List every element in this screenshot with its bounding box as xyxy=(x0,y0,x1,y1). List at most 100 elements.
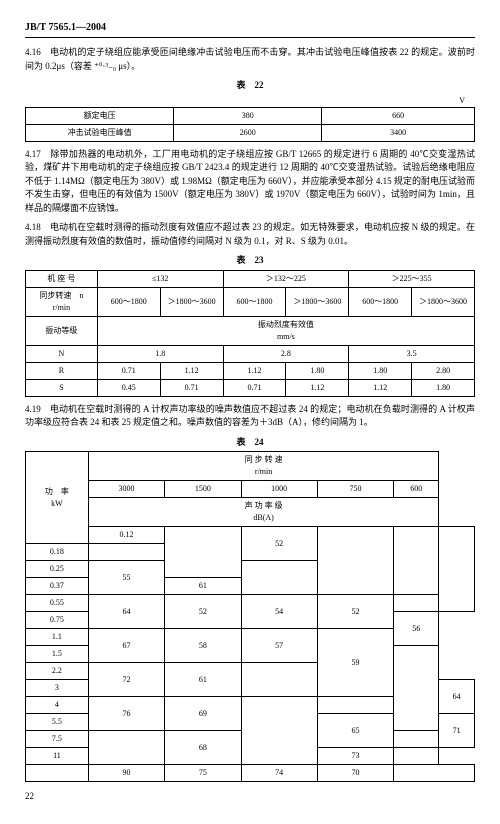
t24-cell: 68 xyxy=(165,731,241,765)
table-22: 额定电压 380 660 冲击试验电压峰值 2600 3400 xyxy=(25,107,475,142)
para-4-18: 4.18 电动机在空载时测得的振动烈度有效值应不超过表 23 的规定。如无特殊要… xyxy=(25,221,475,248)
table-22-unit: V xyxy=(25,95,475,107)
t23-cell: 1.80 xyxy=(349,362,412,379)
t23-h: ＞132～225 xyxy=(223,270,349,287)
t24-cell: 56 xyxy=(394,612,439,646)
t24-cell: 52 xyxy=(241,527,317,561)
t24-cell: 67 xyxy=(88,629,164,663)
t24-cell: 61 xyxy=(165,663,241,697)
t23-R: R xyxy=(26,362,98,379)
t24-cell xyxy=(88,731,164,765)
t24-cell: 59 xyxy=(317,629,393,697)
t24-cell: 64 xyxy=(439,680,475,714)
t23-cell: 1.80 xyxy=(412,379,475,396)
t24-cell: 72 xyxy=(88,663,164,697)
t24-cell: 70 xyxy=(317,765,393,782)
t23-cell: 3.5 xyxy=(349,345,475,362)
t24-cell: 74 xyxy=(241,765,317,782)
t24-cell: 57 xyxy=(241,629,317,663)
t24-cell: 61 xyxy=(165,578,241,595)
t23-h: ≤132 xyxy=(97,270,223,287)
table-23-title: 表 23 xyxy=(25,254,475,268)
t24-cell: 75 xyxy=(165,765,241,782)
t24-row: 0.75 xyxy=(26,612,89,629)
t24-cell: 90 xyxy=(88,765,164,782)
t23-cell: 1.12 xyxy=(160,362,223,379)
t22-cell: 3400 xyxy=(322,124,475,141)
para-4-16: 4.16 电动机的定子绕组应能承受匝间绝缘冲击试验电压而不击穿。其冲击试验电压峰… xyxy=(25,46,475,73)
t24-cell: 65 xyxy=(317,714,393,748)
table-24-extra: 90 75 74 70 xyxy=(25,764,475,782)
t24-cell: 52 xyxy=(165,595,241,629)
t22-h-peak: 冲击试验电压峰值 xyxy=(26,124,174,141)
t24-c: 600 xyxy=(394,481,439,498)
t24-row: 0.37 xyxy=(26,578,89,595)
t22-cell: 2600 xyxy=(174,124,322,141)
t24-cell: 64 xyxy=(88,595,164,629)
table-24-title: 表 24 xyxy=(25,436,475,450)
page-number: 22 xyxy=(25,790,475,804)
t24-row: 7.5 xyxy=(26,731,89,748)
standard-code: JB/T 7565.1—2004 xyxy=(25,22,106,33)
t24-cell xyxy=(241,697,317,765)
t23-cell: ＞1800～3600 xyxy=(286,287,349,316)
t23-h: ＞225～355 xyxy=(349,270,475,287)
t23-cell: 600～1800 xyxy=(349,287,412,316)
t23-cell: 1.80 xyxy=(286,362,349,379)
t23-cell: 600～1800 xyxy=(223,287,286,316)
t24-row: 3 xyxy=(26,680,89,697)
t24-cell xyxy=(241,663,317,697)
t24-cell xyxy=(394,646,439,731)
t23-h-speed: 同步转速 nr/min xyxy=(26,287,98,316)
t24-cell xyxy=(394,765,475,782)
t23-cell: ＞1800～3600 xyxy=(160,287,223,316)
t23-cell: 1.8 xyxy=(97,345,223,362)
table-23: 机 座 号 ≤132 ＞132～225 ＞225～355 同步转速 nr/min… xyxy=(25,270,475,397)
t23-S: S xyxy=(26,379,98,396)
table-24: 功 率kW 同 步 转 速r/min 3000 1500 1000 750 60… xyxy=(25,451,475,765)
t22-cell: 380 xyxy=(174,107,322,124)
t24-cell: 73 xyxy=(317,748,393,765)
t23-h-grade: 振动等级 xyxy=(26,316,98,345)
t24-row: 4 xyxy=(26,697,89,714)
t24-row: 0.25 xyxy=(26,561,89,578)
t24-h-power: 功 率kW xyxy=(26,452,89,544)
t24-cell xyxy=(394,748,439,765)
t23-cell: ＞1800～3600 xyxy=(412,287,475,316)
t22-cell: 660 xyxy=(322,107,475,124)
t23-h-frame: 机 座 号 xyxy=(26,270,98,287)
t24-row: 1.5 xyxy=(26,646,89,663)
t24-row: 2.2 xyxy=(26,663,89,680)
t24-row: 0.12 xyxy=(88,527,164,544)
t23-cell: 1.12 xyxy=(286,379,349,396)
t24-cell: 52 xyxy=(317,595,393,629)
t24-row: 0.18 xyxy=(26,544,89,561)
header-rule: JB/T 7565.1—2004 xyxy=(25,20,475,38)
t24-cell: 55 xyxy=(88,561,164,595)
t24-cell xyxy=(317,527,393,595)
t24-c: 1500 xyxy=(165,481,241,498)
t24-c: 750 xyxy=(317,481,393,498)
t24-row xyxy=(26,765,89,782)
t23-cell: 1.12 xyxy=(223,362,286,379)
t24-cell xyxy=(394,527,439,595)
table-22-title: 表 22 xyxy=(25,79,475,93)
t23-cell: 0.45 xyxy=(97,379,160,396)
t23-cell: 1.12 xyxy=(349,379,412,396)
t24-cell: 71 xyxy=(439,714,475,748)
t23-cell: 600～1800 xyxy=(97,287,160,316)
t24-row: 11 xyxy=(26,748,89,765)
t23-cell: 2.8 xyxy=(223,345,349,362)
t23-cell: 0.71 xyxy=(97,362,160,379)
para-4-17: 4.17 除带加热器的电动机外，工厂用电动机的定子绕组应按 GB/T 12665… xyxy=(25,148,475,216)
t24-c: 1000 xyxy=(241,481,317,498)
t24-row: 0.55 xyxy=(26,595,89,612)
t23-N: N xyxy=(26,345,98,362)
para-4-19: 4.19 电动机在空载时测得的 A 计权声功率级的噪声数值应不超过表 24 的规… xyxy=(25,403,475,430)
t23-cell: 0.71 xyxy=(223,379,286,396)
t23-cell: 2.80 xyxy=(412,362,475,379)
t24-cell xyxy=(165,527,241,578)
t24-h-sound: 声 功 率 级dB(A) xyxy=(88,498,438,527)
t24-row: 1.1 xyxy=(26,629,89,646)
t24-row: 5.5 xyxy=(26,714,89,731)
